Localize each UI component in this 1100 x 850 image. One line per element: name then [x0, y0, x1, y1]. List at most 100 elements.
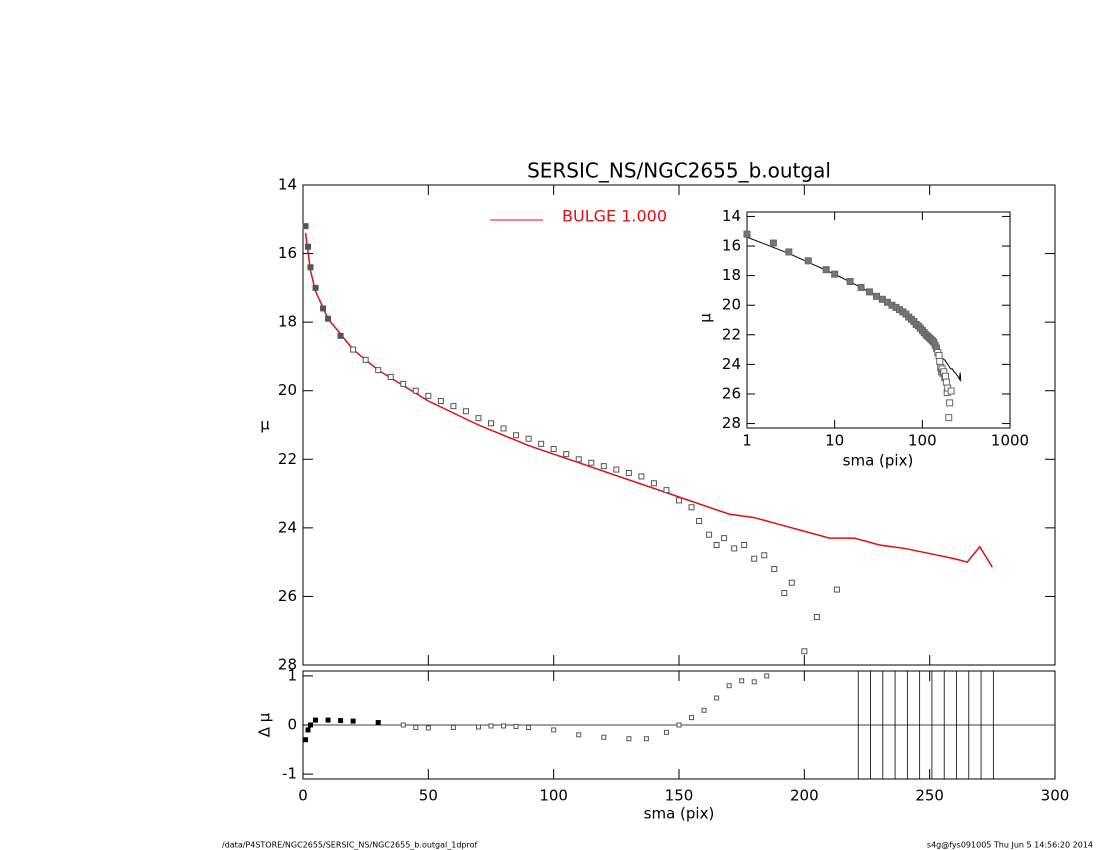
data-point	[525, 435, 532, 442]
inset-data-point	[947, 387, 955, 395]
data-point	[307, 264, 314, 271]
data-point	[312, 284, 319, 291]
residual-point	[689, 715, 695, 721]
data-point	[538, 440, 545, 447]
inset-data-point	[769, 239, 777, 247]
data-point	[302, 223, 309, 230]
data-point	[721, 535, 728, 542]
y-tick-label: 16	[278, 244, 297, 262]
inset-y-tick-label: 14	[722, 207, 741, 225]
data-point	[437, 398, 444, 404]
x-tick-label: 100	[539, 787, 568, 805]
chart-title: SERSIC_NS/NGC2655_b.outgal	[527, 159, 831, 183]
data-point	[588, 459, 595, 466]
inset-y-tick-label: 28	[722, 414, 741, 432]
inset-x-tick-label: 1000	[991, 432, 1029, 450]
data-point	[600, 463, 607, 470]
data-point	[650, 480, 657, 487]
data-point	[563, 451, 570, 458]
residual-point	[338, 718, 344, 724]
residual-y-tick-label: 0	[287, 716, 297, 734]
data-point	[713, 542, 720, 548]
inset-y-tick-label: 26	[722, 384, 741, 402]
data-point	[475, 415, 482, 422]
inset-data-point	[942, 372, 950, 380]
residual-point	[764, 673, 770, 679]
data-point	[788, 579, 795, 586]
inset-data-point	[857, 283, 865, 291]
x-tick-label: 50	[419, 787, 438, 805]
residual-point	[739, 678, 745, 684]
residual-point	[303, 737, 309, 743]
inset-data-point	[822, 266, 830, 274]
residual-point	[501, 723, 507, 729]
legend-label: BULGE 1.000	[562, 207, 667, 226]
inset-data-point	[946, 399, 954, 407]
data-point	[771, 566, 778, 572]
footer-right: s4g@fys091005 Thu Jun 5 14:56:20 2014	[927, 841, 1093, 850]
data-point	[801, 648, 808, 655]
inset-y-tick-label: 18	[722, 266, 741, 284]
data-point	[575, 456, 582, 463]
data-point	[320, 305, 327, 312]
data-point	[688, 504, 695, 511]
data-point	[362, 356, 369, 363]
residual-point	[751, 679, 757, 685]
inset-data-point	[846, 278, 854, 286]
residual-point	[663, 729, 669, 735]
x-tick-label: 300	[1041, 787, 1070, 805]
data-point	[676, 497, 682, 504]
inset-y-label: μ	[697, 313, 715, 323]
data-point	[833, 586, 840, 593]
residual-point	[450, 724, 456, 730]
inset-data-point	[935, 352, 943, 360]
data-point	[550, 446, 557, 452]
y-label: μ	[260, 416, 270, 434]
footer-left: /data/P4STORE/NGC2655/SERSIC_NS/NGC2655_…	[222, 841, 478, 850]
data-point	[412, 387, 419, 394]
data-point	[625, 470, 632, 476]
inset-frame	[746, 211, 1011, 429]
residual-point	[350, 718, 356, 724]
residual-point	[701, 707, 707, 713]
residual-y-tick-label: 1	[287, 666, 297, 684]
residual-point	[308, 722, 314, 728]
data-point	[781, 590, 788, 596]
residual-point	[475, 724, 481, 730]
data-point	[813, 614, 820, 620]
inset-x-tick-label: 1	[742, 432, 752, 450]
data-point	[706, 531, 713, 538]
residual-point	[305, 727, 311, 733]
x-label: sma (pix)	[644, 805, 715, 823]
data-point	[696, 518, 703, 524]
data-point	[337, 332, 344, 339]
data-point	[387, 374, 394, 380]
y-tick-label: 28	[278, 656, 297, 674]
residual-y-label: Δ μ	[256, 712, 274, 737]
y-tick-label: 24	[278, 518, 297, 536]
data-point	[638, 473, 645, 480]
x-tick-label: 150	[665, 787, 694, 805]
data-point	[462, 408, 469, 415]
residual-point	[626, 736, 632, 742]
y-tick-label: 20	[278, 381, 297, 399]
data-point	[488, 420, 494, 427]
residual-point	[526, 724, 532, 730]
residual-point	[576, 732, 582, 738]
data-point	[350, 346, 357, 353]
residual-point	[726, 683, 732, 689]
residual-point	[488, 723, 494, 729]
residual-point	[643, 736, 649, 742]
inset-data-point	[866, 288, 874, 296]
data-point	[613, 466, 620, 473]
inset-data-point	[804, 257, 812, 265]
inset-y-tick-label: 20	[722, 296, 741, 314]
inset-data-point	[743, 230, 751, 238]
inset-x-tick-label: 10	[825, 432, 844, 450]
residual-point	[551, 727, 557, 733]
x-tick-label: 0	[298, 787, 308, 805]
inset-x-label: sma (pix)	[843, 452, 914, 470]
data-point	[305, 243, 312, 250]
data-point	[325, 315, 332, 322]
